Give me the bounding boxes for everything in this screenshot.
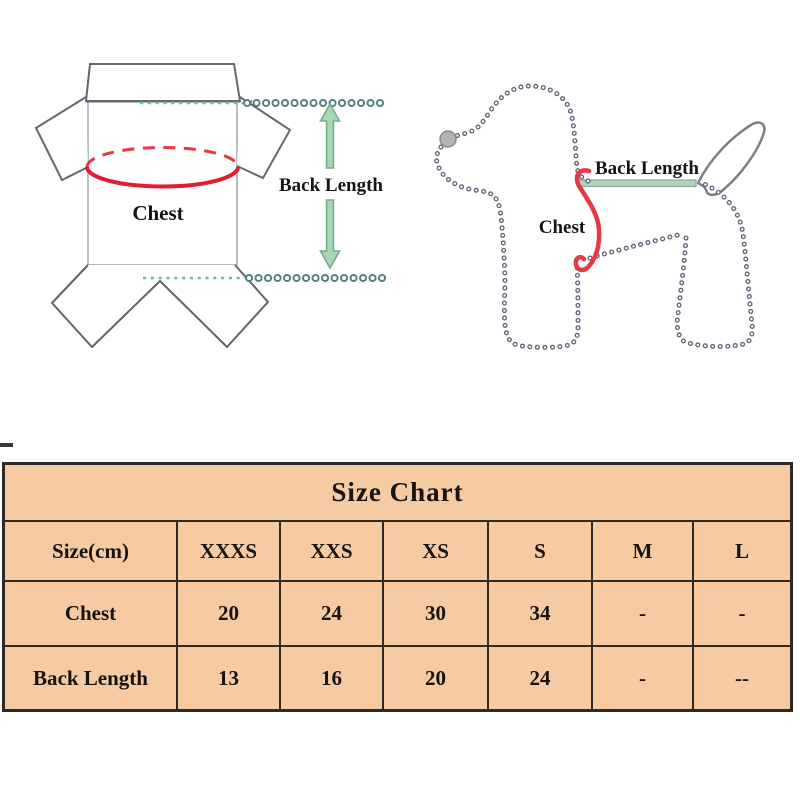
header-s: S xyxy=(489,522,591,580)
dog-nose xyxy=(439,130,457,148)
dog-diagram: Back Length Chest xyxy=(434,83,766,350)
size-chart-title: Size Chart xyxy=(5,465,790,520)
dog-tail xyxy=(696,121,766,197)
header-xs: XS xyxy=(384,522,487,580)
cell-chest-m: - xyxy=(593,582,692,645)
header-l: L xyxy=(694,522,790,580)
dog-back-length-label: Back Length xyxy=(595,158,699,179)
row-label-back-length: Back Length xyxy=(5,647,176,709)
cell-chest-xxxs: 20 xyxy=(178,582,279,645)
cell-backlength-s: 24 xyxy=(489,647,591,709)
cell-backlength-xxxs: 13 xyxy=(178,647,279,709)
back-length-arrow-down-icon xyxy=(319,199,341,270)
header-m: M xyxy=(593,522,692,580)
stray-mark xyxy=(0,443,13,447)
chest-girth-dashed-arc xyxy=(85,146,240,168)
header-size-cm: Size(cm) xyxy=(5,522,176,580)
garment-diagram: Chest Back Length xyxy=(34,63,388,348)
chest-girth-solid-arc xyxy=(85,166,240,189)
header-xxs: XXS xyxy=(281,522,382,580)
garment-sleeve-right xyxy=(236,96,292,180)
dog-chest-label: Chest xyxy=(539,217,586,238)
cell-chest-l: - xyxy=(694,582,790,645)
cell-backlength-m: - xyxy=(593,647,692,709)
header-xxxs: XXXS xyxy=(178,522,279,580)
dog-chest-girth-arc xyxy=(573,168,602,273)
dog-outline xyxy=(434,83,755,350)
garment-back-length-label: Back Length xyxy=(279,175,383,196)
garment-sleeve-left xyxy=(34,96,89,182)
cell-backlength-xs: 20 xyxy=(384,647,487,709)
size-chart-table: Size Chart Size(cm) XXXS XXS XS S M L Ch… xyxy=(2,462,793,712)
row-label-chest: Chest xyxy=(5,582,176,645)
garment-legs xyxy=(51,264,269,348)
measurement-diagrams: Chest Back Length Back Length Chest xyxy=(34,63,766,350)
cell-backlength-l: -- xyxy=(694,647,790,709)
cell-chest-xs: 30 xyxy=(384,582,487,645)
garment-collar xyxy=(84,63,242,102)
cell-chest-s: 34 xyxy=(489,582,591,645)
cell-chest-xxs: 24 xyxy=(281,582,382,645)
cell-backlength-xxs: 16 xyxy=(281,647,382,709)
back-length-arrow-up-icon xyxy=(319,102,341,169)
garment-chest-label: Chest xyxy=(132,201,183,225)
dog-back-length-bar xyxy=(577,179,697,188)
